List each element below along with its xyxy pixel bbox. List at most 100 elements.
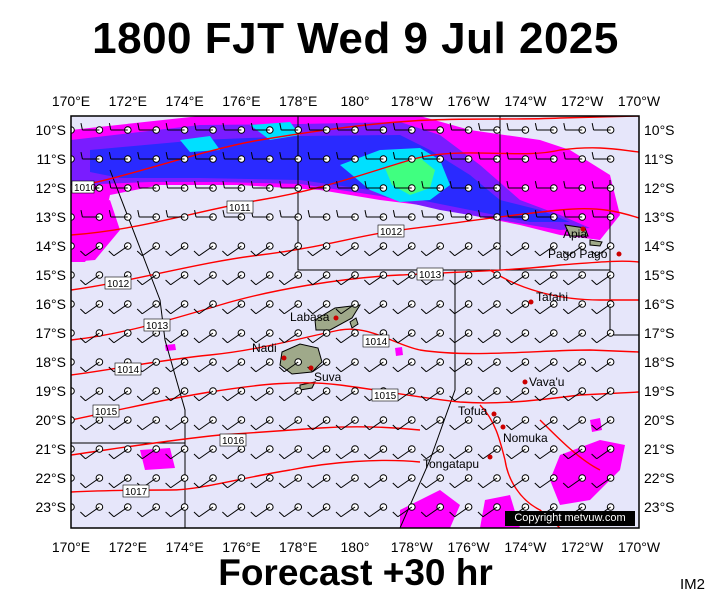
wind-barb — [80, 503, 104, 518]
place-tafahi: Tafahi — [528, 290, 568, 305]
lon-label-top: 176°E — [222, 93, 260, 109]
latitude-labels-left: 10°S 11°S 12°S 13°S 14°S 15°S 16°S 17°S 18°S 19°S… — [35, 122, 66, 515]
wind-barb — [250, 271, 274, 286]
isobar-labels: 1010 1011 1012 1012 1013 1013 1014 1014 … — [71, 180, 444, 498]
wind-barb — [71, 358, 75, 366]
svg-text:Nadi: Nadi — [252, 341, 277, 355]
isobar-label-1013-b: 1013 — [143, 318, 171, 332]
lat-label-left: 19°S — [35, 383, 66, 399]
wind-barb — [392, 123, 416, 134]
wind-barb — [222, 242, 246, 257]
wind-barb — [335, 329, 359, 344]
wind-barb — [108, 503, 132, 518]
wind-barb — [449, 503, 473, 518]
wind-barb — [165, 181, 189, 192]
wind-barb — [250, 242, 274, 257]
wind-barb — [71, 271, 75, 279]
wind-barb — [194, 123, 217, 134]
isobar-label-1016: 1016 — [219, 433, 247, 447]
wind-barb — [193, 271, 217, 286]
wind-barb — [506, 242, 530, 257]
wind-barb — [364, 210, 388, 221]
wind-barb — [250, 503, 274, 518]
wind-barb — [108, 210, 132, 221]
isobar-label-1013-a: 1013 — [416, 267, 444, 281]
wind-barb — [449, 329, 473, 344]
wind-barb — [364, 271, 388, 286]
wind-barb — [392, 358, 416, 373]
wind-barb — [591, 358, 615, 373]
wind-barb — [420, 474, 445, 489]
wind-barb — [392, 210, 416, 221]
wind-barb — [250, 123, 274, 134]
svg-text:Tafahi: Tafahi — [536, 290, 568, 304]
wind-barb — [278, 445, 303, 460]
wind-barb — [193, 474, 217, 489]
svg-text:1012: 1012 — [107, 279, 130, 290]
lat-label-left: 16°S — [35, 296, 66, 312]
wind-barb — [392, 181, 416, 192]
lat-label-left: 15°S — [35, 267, 66, 283]
wind-barb — [279, 123, 303, 134]
lon-label-bottom: 170°W — [618, 539, 661, 555]
copyright-badge: Copyright metvuw.com — [505, 511, 635, 526]
wind-barb — [591, 242, 615, 257]
wind-barb — [307, 242, 331, 257]
wind-barb — [562, 387, 587, 402]
lat-label-right: 11°S — [644, 151, 673, 167]
wind-barb — [108, 445, 132, 460]
wind-barb — [278, 387, 303, 402]
svg-text:Pago Pago: Pago Pago — [548, 247, 608, 261]
wind-barb — [250, 329, 274, 344]
place-tofua: Tofua — [458, 404, 497, 418]
wind-barb — [194, 181, 217, 192]
wind-barb — [506, 152, 530, 163]
wind-barb — [562, 242, 587, 257]
svg-text:1014: 1014 — [365, 337, 388, 348]
isobar-label-1010: 1010 — [71, 180, 97, 194]
lat-label-right: 19°S — [644, 383, 675, 399]
wind-barb — [222, 300, 246, 315]
rain-cell-south — [400, 490, 460, 528]
wind-barb — [506, 358, 530, 373]
wind-barb — [222, 271, 246, 286]
wind-barb — [165, 300, 189, 315]
wind-barb — [364, 123, 388, 134]
wind-barb — [477, 416, 501, 431]
svg-text:Vava'u: Vava'u — [529, 375, 564, 389]
wind-barb — [420, 242, 445, 257]
wind-barb — [108, 181, 132, 192]
wind-barb — [478, 181, 501, 192]
lon-label-top: 172°E — [109, 93, 147, 109]
map-title: 1800 FJT Wed 9 Jul 2025 — [92, 14, 619, 63]
svg-text:1016: 1016 — [222, 436, 245, 447]
lat-label-left: 20°S — [35, 412, 66, 428]
wind-barb — [222, 445, 246, 460]
wind-barb — [194, 210, 217, 221]
taveuni — [349, 317, 359, 329]
wind-barb — [392, 474, 416, 489]
lat-label-left: 18°S — [35, 354, 66, 370]
wind-barb — [80, 416, 104, 431]
wind-barb — [449, 416, 473, 431]
wind-barb — [222, 181, 246, 192]
isobar-label-1015-a: 1015 — [371, 388, 399, 402]
wind-barb — [165, 210, 189, 221]
wind-barb — [250, 474, 274, 489]
isobar-1010 — [71, 116, 639, 188]
lat-label-right: 15°S — [644, 267, 675, 283]
place-nomuka: Nomuka — [500, 424, 548, 445]
wind-barb — [279, 181, 303, 192]
wind-barb — [222, 329, 246, 344]
svg-text:Apia: Apia — [563, 227, 587, 241]
image-code: IM2 — [679, 576, 705, 593]
lat-label-left: 11°S — [37, 151, 66, 167]
wind-barb — [449, 152, 473, 163]
wind-barb — [165, 387, 189, 402]
longitude-labels-top: 170°E 172°E 174°E 176°E 178°E 180° 178°W 176°W 1… — [52, 93, 661, 109]
wind-barb — [562, 416, 587, 431]
wind-barb — [136, 416, 160, 431]
wind-barb — [534, 329, 558, 344]
wind-barb — [477, 387, 501, 402]
wind-barb — [506, 445, 530, 460]
